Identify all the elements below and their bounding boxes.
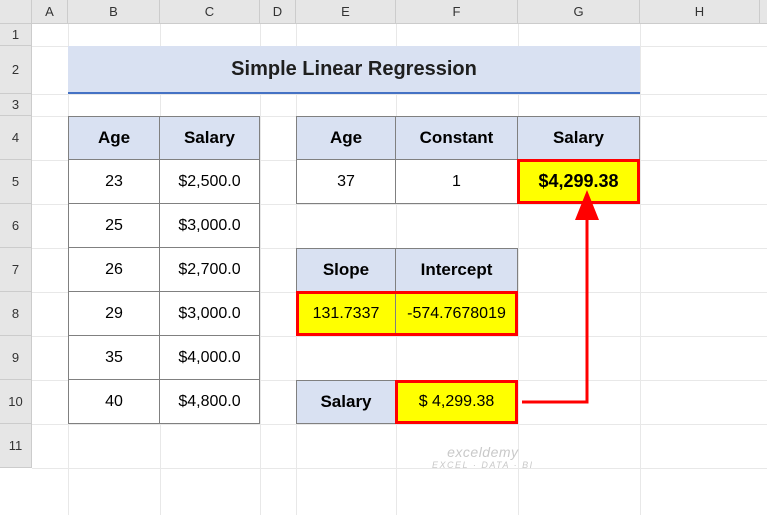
predict-header-constant[interactable]: Constant (395, 116, 518, 160)
row-header-8[interactable]: 8 (0, 292, 32, 336)
col-header-d[interactable]: D (260, 0, 296, 23)
row-header-7[interactable]: 7 (0, 248, 32, 292)
row-header-1[interactable]: 1 (0, 24, 32, 46)
content-area: Simple Linear Regression Age Salary 23 $… (32, 24, 767, 515)
watermark-sub: EXCEL · DATA · BI (432, 460, 534, 470)
coef-header-slope[interactable]: Slope (296, 248, 396, 292)
col-header-g[interactable]: G (518, 0, 640, 23)
arrow-annotation (512, 174, 692, 414)
left-header-salary[interactable]: Salary (159, 116, 260, 160)
left-header-age[interactable]: Age (68, 116, 160, 160)
row-header-5[interactable]: 5 (0, 160, 32, 204)
predict-age[interactable]: 37 (296, 159, 396, 204)
predict-salary[interactable]: $4,299.38 (517, 159, 640, 204)
col-header-h[interactable]: H (640, 0, 760, 23)
watermark: exceldemy EXCEL · DATA · BI (432, 444, 534, 470)
left-cell-b5[interactable]: 23 (68, 159, 160, 204)
row-headers: 1 2 3 4 5 6 7 8 9 10 11 (0, 24, 32, 468)
coef-header-intercept[interactable]: Intercept (395, 248, 518, 292)
left-cell-c6[interactable]: $3,000.0 (159, 203, 260, 248)
spreadsheet-grid: A B C D E F G H 1 2 3 4 5 6 7 8 9 10 11 (0, 0, 767, 515)
row-header-2[interactable]: 2 (0, 46, 32, 94)
left-cell-b9[interactable]: 35 (68, 335, 160, 380)
row-header-6[interactable]: 6 (0, 204, 32, 248)
result-label[interactable]: Salary (296, 380, 396, 424)
left-cell-c9[interactable]: $4,000.0 (159, 335, 260, 380)
left-cell-b7[interactable]: 26 (68, 247, 160, 292)
predict-header-age[interactable]: Age (296, 116, 396, 160)
coef-intercept[interactable]: -574.7678019 (395, 291, 518, 336)
left-cell-c10[interactable]: $4,800.0 (159, 379, 260, 424)
row-header-3[interactable]: 3 (0, 94, 32, 116)
title-banner: Simple Linear Regression (68, 46, 640, 94)
watermark-main: exceldemy (432, 444, 534, 460)
left-cell-c7[interactable]: $2,700.0 (159, 247, 260, 292)
row-header-10[interactable]: 10 (0, 380, 32, 424)
col-header-a[interactable]: A (32, 0, 68, 23)
result-value[interactable]: $ 4,299.38 (395, 380, 518, 424)
predict-header-salary[interactable]: Salary (517, 116, 640, 160)
row-header-4[interactable]: 4 (0, 116, 32, 160)
left-cell-c8[interactable]: $3,000.0 (159, 291, 260, 336)
corner-cell[interactable] (0, 0, 32, 23)
row-header-9[interactable]: 9 (0, 336, 32, 380)
coef-slope[interactable]: 131.7337 (296, 291, 396, 336)
col-header-b[interactable]: B (68, 0, 160, 23)
left-cell-b10[interactable]: 40 (68, 379, 160, 424)
col-header-f[interactable]: F (396, 0, 518, 23)
row-header-11[interactable]: 11 (0, 424, 32, 468)
predict-constant[interactable]: 1 (395, 159, 518, 204)
left-cell-b8[interactable]: 29 (68, 291, 160, 336)
col-header-c[interactable]: C (160, 0, 260, 23)
col-header-e[interactable]: E (296, 0, 396, 23)
left-cell-c5[interactable]: $2,500.0 (159, 159, 260, 204)
column-headers: A B C D E F G H (0, 0, 767, 24)
left-cell-b6[interactable]: 25 (68, 203, 160, 248)
